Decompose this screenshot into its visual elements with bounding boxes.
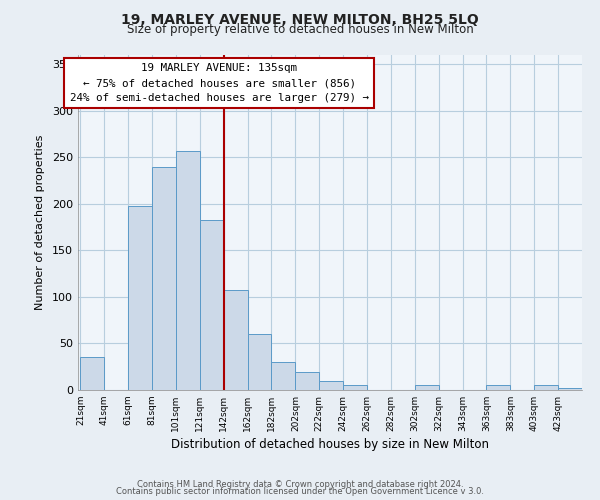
Bar — [487, 386, 511, 390]
Bar — [271, 362, 295, 390]
Bar — [80, 358, 104, 390]
Bar — [176, 151, 200, 390]
Bar — [558, 388, 582, 390]
Text: 19, MARLEY AVENUE, NEW MILTON, BH25 5LQ: 19, MARLEY AVENUE, NEW MILTON, BH25 5LQ — [121, 12, 479, 26]
X-axis label: Distribution of detached houses by size in New Milton: Distribution of detached houses by size … — [171, 438, 489, 451]
Y-axis label: Number of detached properties: Number of detached properties — [35, 135, 45, 310]
Bar — [415, 386, 439, 390]
Text: 19 MARLEY AVENUE: 135sqm
← 75% of detached houses are smaller (856)
24% of semi-: 19 MARLEY AVENUE: 135sqm ← 75% of detach… — [70, 64, 368, 103]
Text: Contains public sector information licensed under the Open Government Licence v : Contains public sector information licen… — [116, 488, 484, 496]
Bar — [534, 386, 558, 390]
Bar — [152, 166, 176, 390]
Bar — [224, 290, 248, 390]
Bar — [128, 206, 152, 390]
Bar — [319, 380, 343, 390]
Bar — [248, 334, 271, 390]
Bar — [343, 386, 367, 390]
Text: Contains HM Land Registry data © Crown copyright and database right 2024.: Contains HM Land Registry data © Crown c… — [137, 480, 463, 489]
Text: Size of property relative to detached houses in New Milton: Size of property relative to detached ho… — [127, 22, 473, 36]
Bar — [200, 220, 224, 390]
Bar — [295, 372, 319, 390]
